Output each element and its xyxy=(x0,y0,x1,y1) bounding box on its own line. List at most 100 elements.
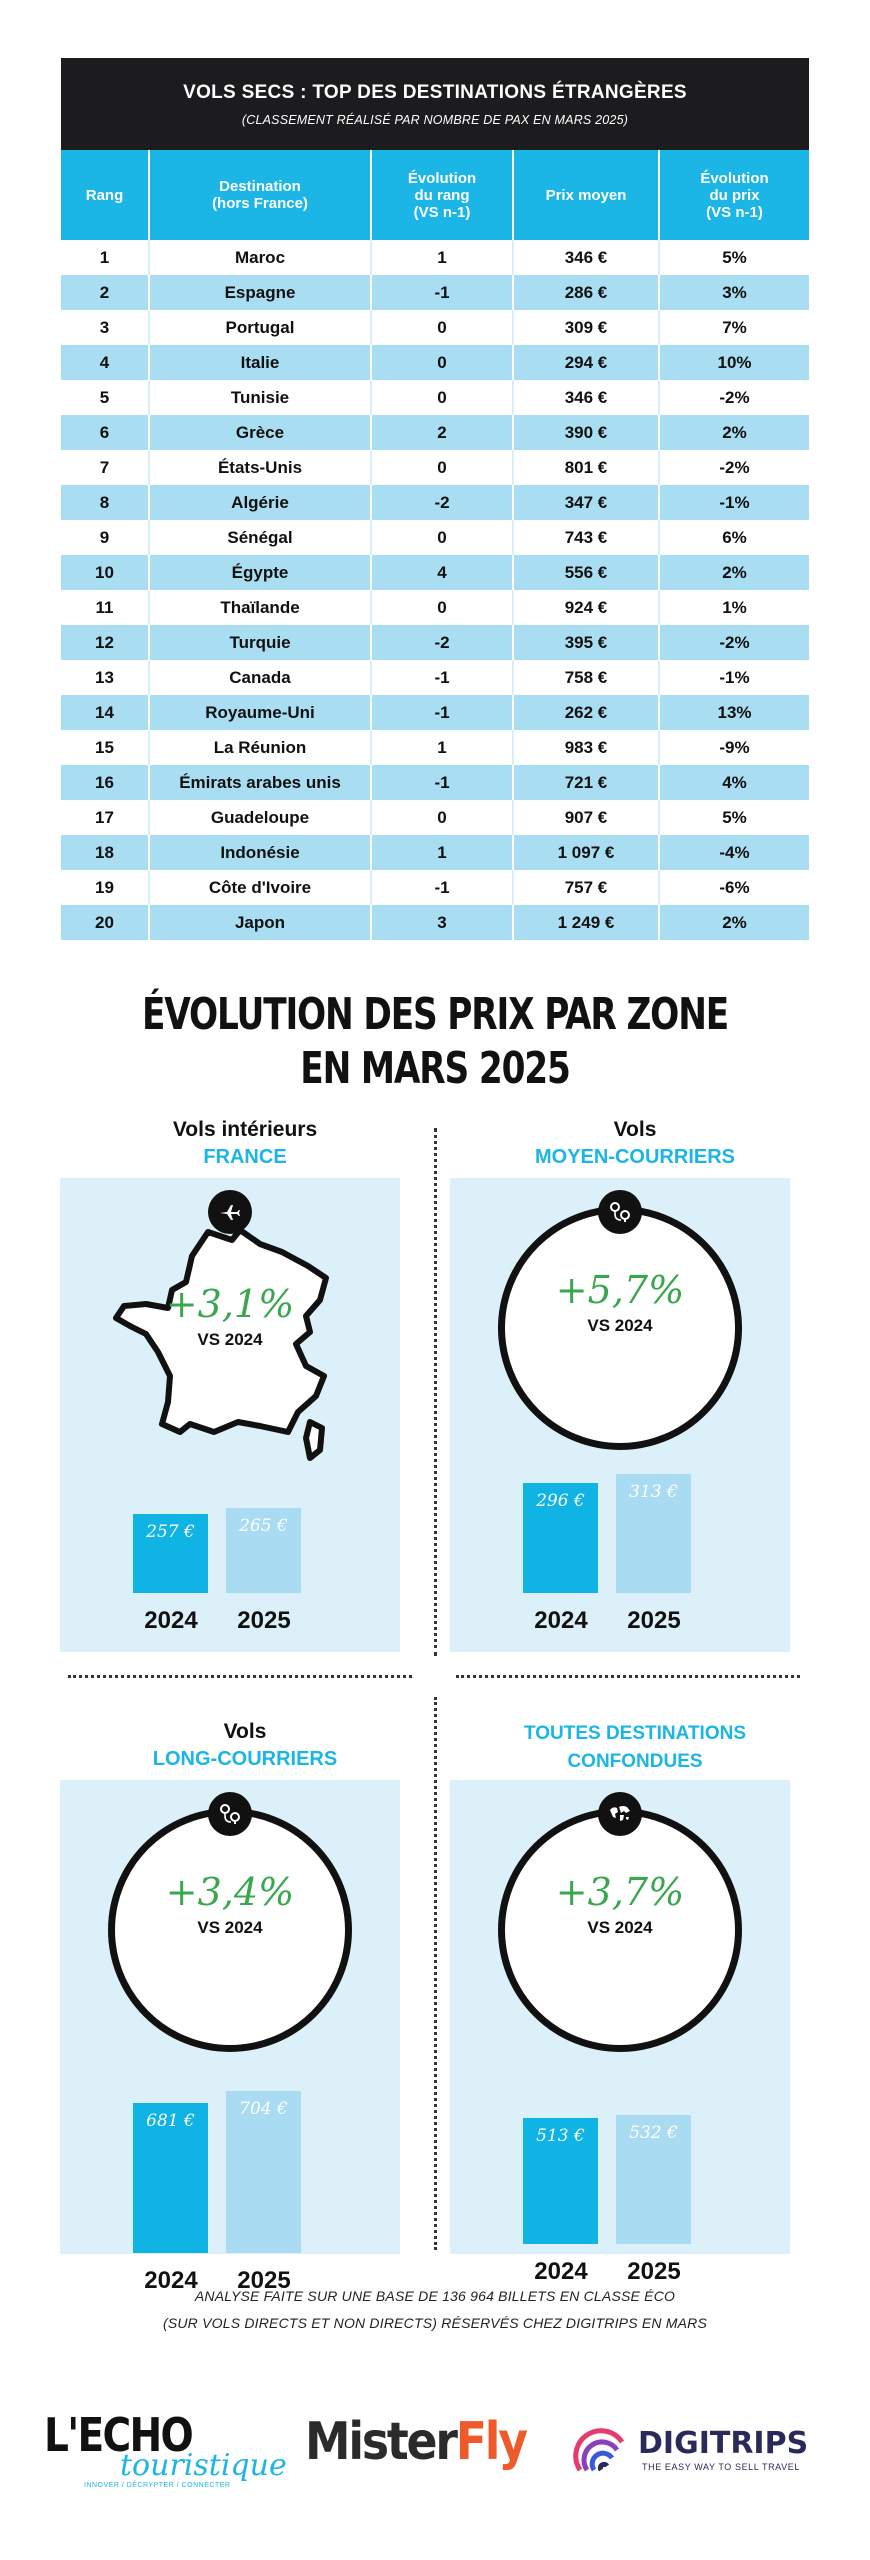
table-cell: 1 xyxy=(371,240,514,275)
table-cell: La Réunion xyxy=(149,730,372,765)
column-header: Évolution du prix (VS n-1) xyxy=(659,150,809,240)
table-cell: 3 xyxy=(61,310,150,345)
table-cell: 8 xyxy=(61,485,150,520)
table-cell: Émirats arabes unis xyxy=(149,765,372,800)
bar-value-label: 265 € xyxy=(239,1516,288,1536)
table-cell: Indonésie xyxy=(149,835,372,870)
table-cell: Tunisie xyxy=(149,380,372,415)
growth-percent: +5,7% xyxy=(555,1268,685,1312)
table-row: 9 Sénégal 0 743 €6% xyxy=(61,520,809,555)
echo-logo-main: L'ECHO xyxy=(44,2408,194,2462)
table-row: 19 Côte d'Ivoire -1 757 € -6% xyxy=(61,870,809,905)
table-cell: Sénégal xyxy=(149,520,372,555)
zone-icon-badge xyxy=(208,1190,252,1234)
table-cell: Italie xyxy=(149,345,372,380)
table-cell: Thaïlande xyxy=(149,590,372,625)
bar-year-label: 2025 xyxy=(237,2267,291,2294)
table-cell: 390 € xyxy=(513,415,660,450)
table-cell: 2 xyxy=(61,275,150,310)
growth-percent: +3,7% xyxy=(555,1870,685,1914)
vertical-divider-top xyxy=(434,1128,437,1656)
zone-chart-box: +3,1% VS 2024 257 € 2024 265 € 2025 xyxy=(60,1178,400,1652)
table-cell: Maroc xyxy=(149,240,372,275)
table-cell: -1% xyxy=(659,660,809,695)
table-row: 11 Thaïlande 0 924 €1% xyxy=(61,590,809,625)
price-bar-2025: 313 € xyxy=(616,1474,691,1593)
price-bar-2025: 532 € xyxy=(616,2115,691,2244)
table-cell: 3 xyxy=(371,905,514,940)
table-cell: -2% xyxy=(659,380,809,415)
table-cell: 1 xyxy=(61,240,150,275)
table-cell: 4 xyxy=(61,345,150,380)
table-cell: 7% xyxy=(659,310,809,345)
table-cell: 9 xyxy=(61,520,150,555)
table-cell: 801 € xyxy=(513,450,660,485)
price-zone-panel: Vols MOYEN-COURRIERS +5,7% VS 2024 296 € 2024… xyxy=(440,1118,830,1652)
table-cell: Espagne xyxy=(149,275,372,310)
table-row: 12 Turquie -2 395 € -2% xyxy=(61,625,809,660)
misterfly-logo-part2: Fly xyxy=(455,2412,528,2472)
section-title: ÉVOLUTION DES PRIX PAR ZONE EN MARS 2025 xyxy=(96,988,775,1096)
growth-vs-label: VS 2024 xyxy=(197,1918,263,1937)
table-column-headers: Rang Destination (hors France) Évolution d… xyxy=(61,150,809,240)
zone-icon-badge xyxy=(208,1792,252,1836)
table-cell: -9% xyxy=(659,730,809,765)
table-row: 16 Émirats arabes unis -1 721 €4% xyxy=(61,765,809,800)
table-cell: Royaume-Uni xyxy=(149,695,372,730)
column-header: Rang xyxy=(61,150,150,240)
price-bar-2025: 704 € xyxy=(226,2091,301,2253)
bar-year-label: 2025 xyxy=(627,2258,681,2285)
table-cell: -1% xyxy=(659,485,809,520)
table-cell: 7 xyxy=(61,450,150,485)
table-cell: -6% xyxy=(659,870,809,905)
price-zone-panel: Vols LONG-COURRIERS +3,4% VS 2024 681 € 2024 7… xyxy=(50,1720,440,2294)
table-cell: -2% xyxy=(659,450,809,485)
table-cell: 346 € xyxy=(513,240,660,275)
table-body: 1 Maroc 1 346 €5% 2 Espagne -1 286 €3% 3 Portugal… xyxy=(61,240,809,940)
table-cell: -2 xyxy=(371,625,514,660)
echo-touristique-logo: L'ECHO touristique INNOVER / DÉCRYPTER /… xyxy=(44,2408,287,2489)
table-cell: 0 xyxy=(371,520,514,555)
bar-value-label: 257 € xyxy=(146,1522,195,1542)
table-cell: 1 xyxy=(371,835,514,870)
table-cell: 2 xyxy=(371,415,514,450)
table-title: VOLS SECS : TOP DES DESTINATIONS ÉTRANGÈ… xyxy=(183,82,687,103)
vertical-divider-bottom xyxy=(434,1697,437,2250)
table-cell: 1% xyxy=(659,590,809,625)
table-row: 20 Japon 3 1 249 €2% xyxy=(61,905,809,940)
footnote-line1: ANALYSE FAITE SUR UNE BASE DE 136 964 BI… xyxy=(194,2288,676,2304)
price-zone-panel: Vols intérieurs FRANCE +3,1% VS 2024 257 € 20… xyxy=(50,1118,440,1652)
column-header: Évolution du rang (VS n-1) xyxy=(371,150,514,240)
table-row: 2 Espagne -1 286 €3% xyxy=(61,275,809,310)
table-row: 15 La Réunion 1 983 € -9% xyxy=(61,730,809,765)
table-row: 17 Guadeloupe 0 907 €5% xyxy=(61,800,809,835)
zone-label-line1: Vols xyxy=(223,1720,267,1743)
table-cell: 4 xyxy=(371,555,514,590)
table-cell: -1 xyxy=(371,765,514,800)
misterfly-logo-part1: Mister xyxy=(305,2412,458,2472)
table-cell: 743 € xyxy=(513,520,660,555)
bar-value-label: 513 € xyxy=(536,2126,585,2146)
table-cell: -1 xyxy=(371,275,514,310)
bar-year-label: 2024 xyxy=(144,1607,198,1634)
column-header: Destination (hors France) xyxy=(149,150,372,240)
table-cell: -1 xyxy=(371,870,514,905)
table-cell: 0 xyxy=(371,310,514,345)
table-cell: 10% xyxy=(659,345,809,380)
horizontal-divider-left xyxy=(68,1675,412,1678)
table-cell: 286 € xyxy=(513,275,660,310)
table-cell: 11 xyxy=(61,590,150,625)
table-cell: 6% xyxy=(659,520,809,555)
table-cell: 347 € xyxy=(513,485,660,520)
zone-label-line2: LONG-COURRIERS xyxy=(152,1748,338,1770)
table-cell: 924 € xyxy=(513,590,660,625)
bar-value-label: 296 € xyxy=(536,1491,585,1511)
growth-vs-label: VS 2024 xyxy=(197,1330,263,1349)
bar-value-label: 532 € xyxy=(629,2123,678,2143)
table-cell: 14 xyxy=(61,695,150,730)
zone-label-line1: Vols xyxy=(613,1118,657,1141)
table-cell: 262 € xyxy=(513,695,660,730)
table-row: 14 Royaume-Uni -1 262 €13% xyxy=(61,695,809,730)
table-cell: 3% xyxy=(659,275,809,310)
table-cell: -2 xyxy=(371,485,514,520)
